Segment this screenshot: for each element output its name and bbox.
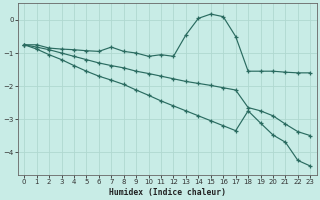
X-axis label: Humidex (Indice chaleur): Humidex (Indice chaleur)	[109, 188, 226, 197]
